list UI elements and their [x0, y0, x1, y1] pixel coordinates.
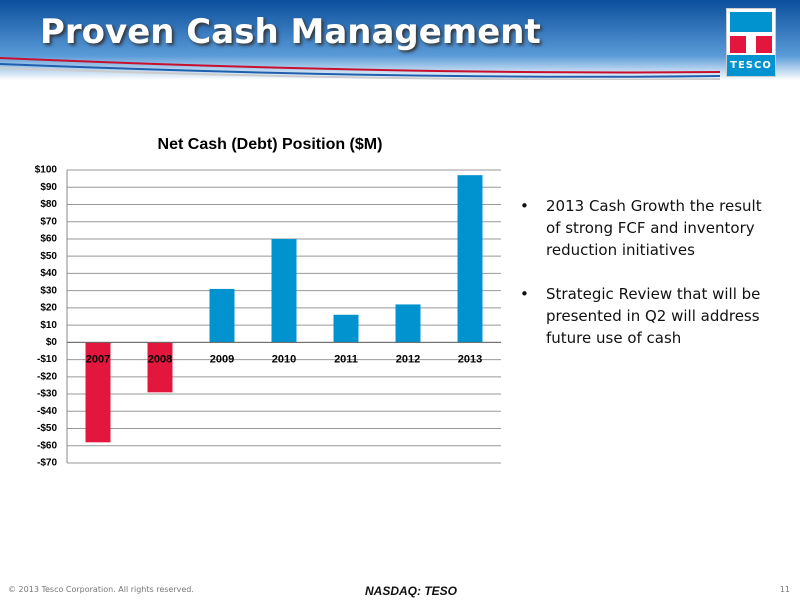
bullet: Strategic Review that will be presented … [520, 283, 765, 349]
copyright: © 2013 Tesco Corporation. All rights res… [8, 585, 194, 594]
logo: TESCO [726, 8, 776, 77]
y-tick-label: -$20 [37, 371, 57, 382]
bullet-list: 2013 Cash Growth the result of strong FC… [520, 195, 765, 371]
x-tick-label: 2010 [272, 353, 296, 365]
y-tick-label: $90 [40, 182, 57, 193]
y-tick-label: -$60 [37, 440, 57, 451]
y-tick-label: $100 [35, 165, 58, 176]
bullet: 2013 Cash Growth the result of strong FC… [520, 195, 765, 261]
chart: Net Cash (Debt) Position ($M) -$70 -$60 -$… [35, 136, 501, 469]
page-number: 11 [779, 585, 790, 594]
y-tick-label: -$40 [37, 406, 57, 417]
y-tick-label: $70 [40, 216, 57, 227]
y-tick-label: $30 [40, 285, 57, 296]
y-tick-label: $80 [40, 199, 57, 210]
logo-text: TESCO [727, 55, 775, 76]
y-tick-label: $10 [40, 320, 57, 331]
y-tick-label: -$70 [37, 458, 57, 469]
x-tick-label: 2009 [210, 353, 234, 365]
y-tick-label: $40 [40, 268, 57, 279]
bar [457, 175, 483, 343]
bar [209, 288, 235, 343]
slide-title: Proven Cash Management [40, 12, 541, 52]
bar [271, 238, 297, 343]
y-tick-label: $20 [40, 303, 57, 314]
x-tick-label: 2013 [458, 353, 482, 365]
bar [85, 342, 111, 443]
bar [147, 342, 173, 393]
bar [395, 304, 421, 343]
x-tick-label: 2008 [148, 353, 172, 365]
x-tick-label: 2007 [86, 353, 110, 365]
y-tick-label: $60 [40, 234, 57, 245]
chart-title: Net Cash (Debt) Position ($M) [158, 136, 383, 153]
y-tick-label: -$50 [37, 423, 57, 434]
x-tick-label: 2011 [334, 353, 358, 365]
header-band [0, 0, 800, 80]
y-tick-label: -$30 [37, 389, 57, 400]
bar [333, 314, 359, 343]
x-tick-label: 2012 [396, 353, 420, 365]
y-tick-label: -$10 [37, 354, 57, 365]
y-tick-label: $0 [46, 337, 58, 348]
ticker: NASDAQ: TESO [365, 584, 458, 598]
y-tick-label: $50 [40, 251, 57, 262]
